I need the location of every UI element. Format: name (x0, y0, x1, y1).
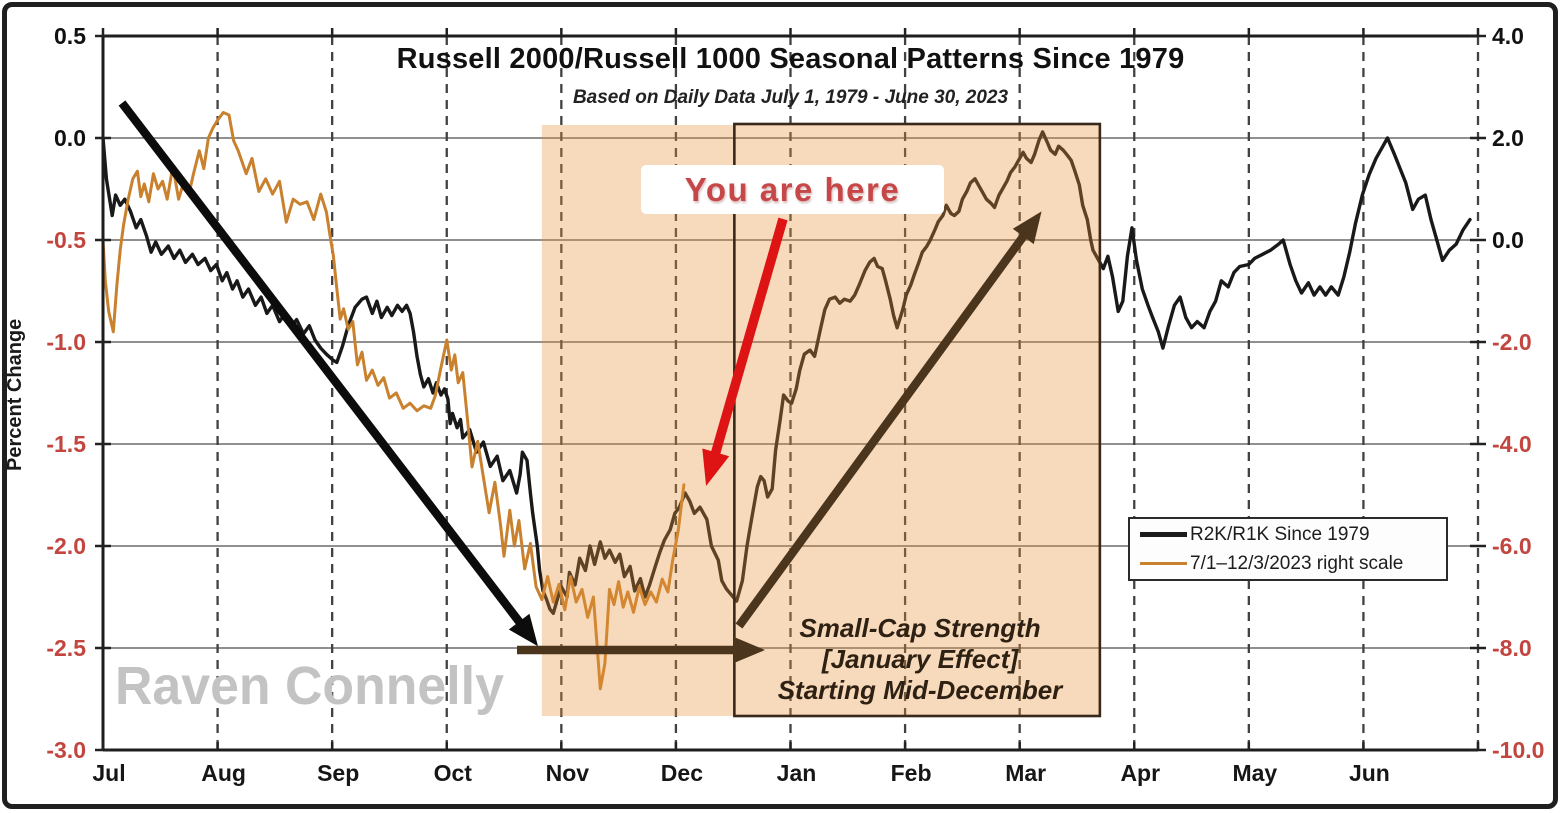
month-label-jun: Jun (1348, 760, 1390, 786)
month-label-nov: Nov (545, 760, 590, 786)
left-axis-tick-label: -2.0 (46, 533, 86, 559)
month-label-dec: Dec (660, 760, 703, 786)
month-label-oct: Oct (433, 760, 472, 786)
legend-swatch-black-line (1140, 532, 1187, 537)
watermark: Raven Connelly (115, 656, 504, 716)
chart-subtitle: Based on Daily Data July 1, 1979 - June … (572, 87, 1009, 108)
month-label-mar: Mar (1005, 760, 1047, 786)
left-axis-tick-label: -3.0 (46, 737, 86, 763)
month-label-may: May (1232, 760, 1278, 786)
month-label-sep: Sep (317, 760, 360, 786)
left-axis-tick-label: -1.5 (46, 431, 86, 457)
right-axis-tick-label: 0.0 (1492, 227, 1524, 253)
small-cap-annotation: Small-Cap Strength [January Effect] Star… (742, 613, 1098, 706)
small-cap-line-3: Starting Mid-December (777, 675, 1063, 705)
small-cap-line-1: Small-Cap Strength (799, 613, 1041, 643)
left-axis-tick-label: -1.0 (46, 329, 86, 355)
left-axis-tick-label: -2.5 (46, 635, 86, 661)
right-axis-tick-label: -10.0 (1492, 737, 1545, 763)
january-effect-box (733, 122, 1102, 718)
legend-swatch-orange-line (1140, 562, 1187, 565)
left-axis-tick-label: 0.5 (54, 23, 86, 49)
highlight-region (541, 125, 1100, 716)
left-axis-title: Percent Change (4, 318, 26, 472)
legend: R2K/R1K Since 1979 7/1–12/3/2023 right s… (1128, 517, 1448, 581)
small-cap-rally-arrow (735, 211, 1042, 629)
right-axis-tick-label: -8.0 (1492, 635, 1532, 661)
month-label-jan: Jan (776, 760, 817, 786)
chart-title: Russell 2000/Russell 1000 Seasonal Patte… (396, 43, 1185, 75)
you-are-here-label: You are here (641, 165, 944, 214)
month-label-aug: Aug (201, 760, 246, 786)
left-axis-tick-label: 0.0 (54, 125, 86, 151)
right-axis-tick-label: -2.0 (1492, 329, 1532, 355)
month-label-feb: Feb (890, 760, 932, 786)
month-label-jul: Jul (92, 760, 126, 786)
right-axis-tick-label: -4.0 (1492, 431, 1532, 457)
small-cap-line-2: [January Effect] (821, 644, 1019, 674)
right-axis-tick-label: 4.0 (1492, 23, 1524, 49)
right-axis-tick-label: 2.0 (1492, 125, 1524, 151)
left-axis-tick-label: -0.5 (46, 227, 86, 253)
you-are-here-arrow (702, 217, 788, 487)
legend-item-r2k-r1k: R2K/R1K Since 1979 (1140, 524, 1446, 546)
legend-label: R2K/R1K Since 1979 (1190, 523, 1370, 545)
month-label-apr: Apr (1120, 760, 1161, 786)
decline-trend-arrow (118, 100, 538, 647)
series-line-r2k-r1k (101, 130, 1472, 615)
right-axis-tick-label: -6.0 (1492, 533, 1532, 559)
legend-label: 7/1–12/3/2023 right scale (1190, 552, 1404, 574)
series-line-2023 (101, 111, 686, 691)
legend-item-2023: 7/1–12/3/2023 right scale (1140, 553, 1446, 575)
